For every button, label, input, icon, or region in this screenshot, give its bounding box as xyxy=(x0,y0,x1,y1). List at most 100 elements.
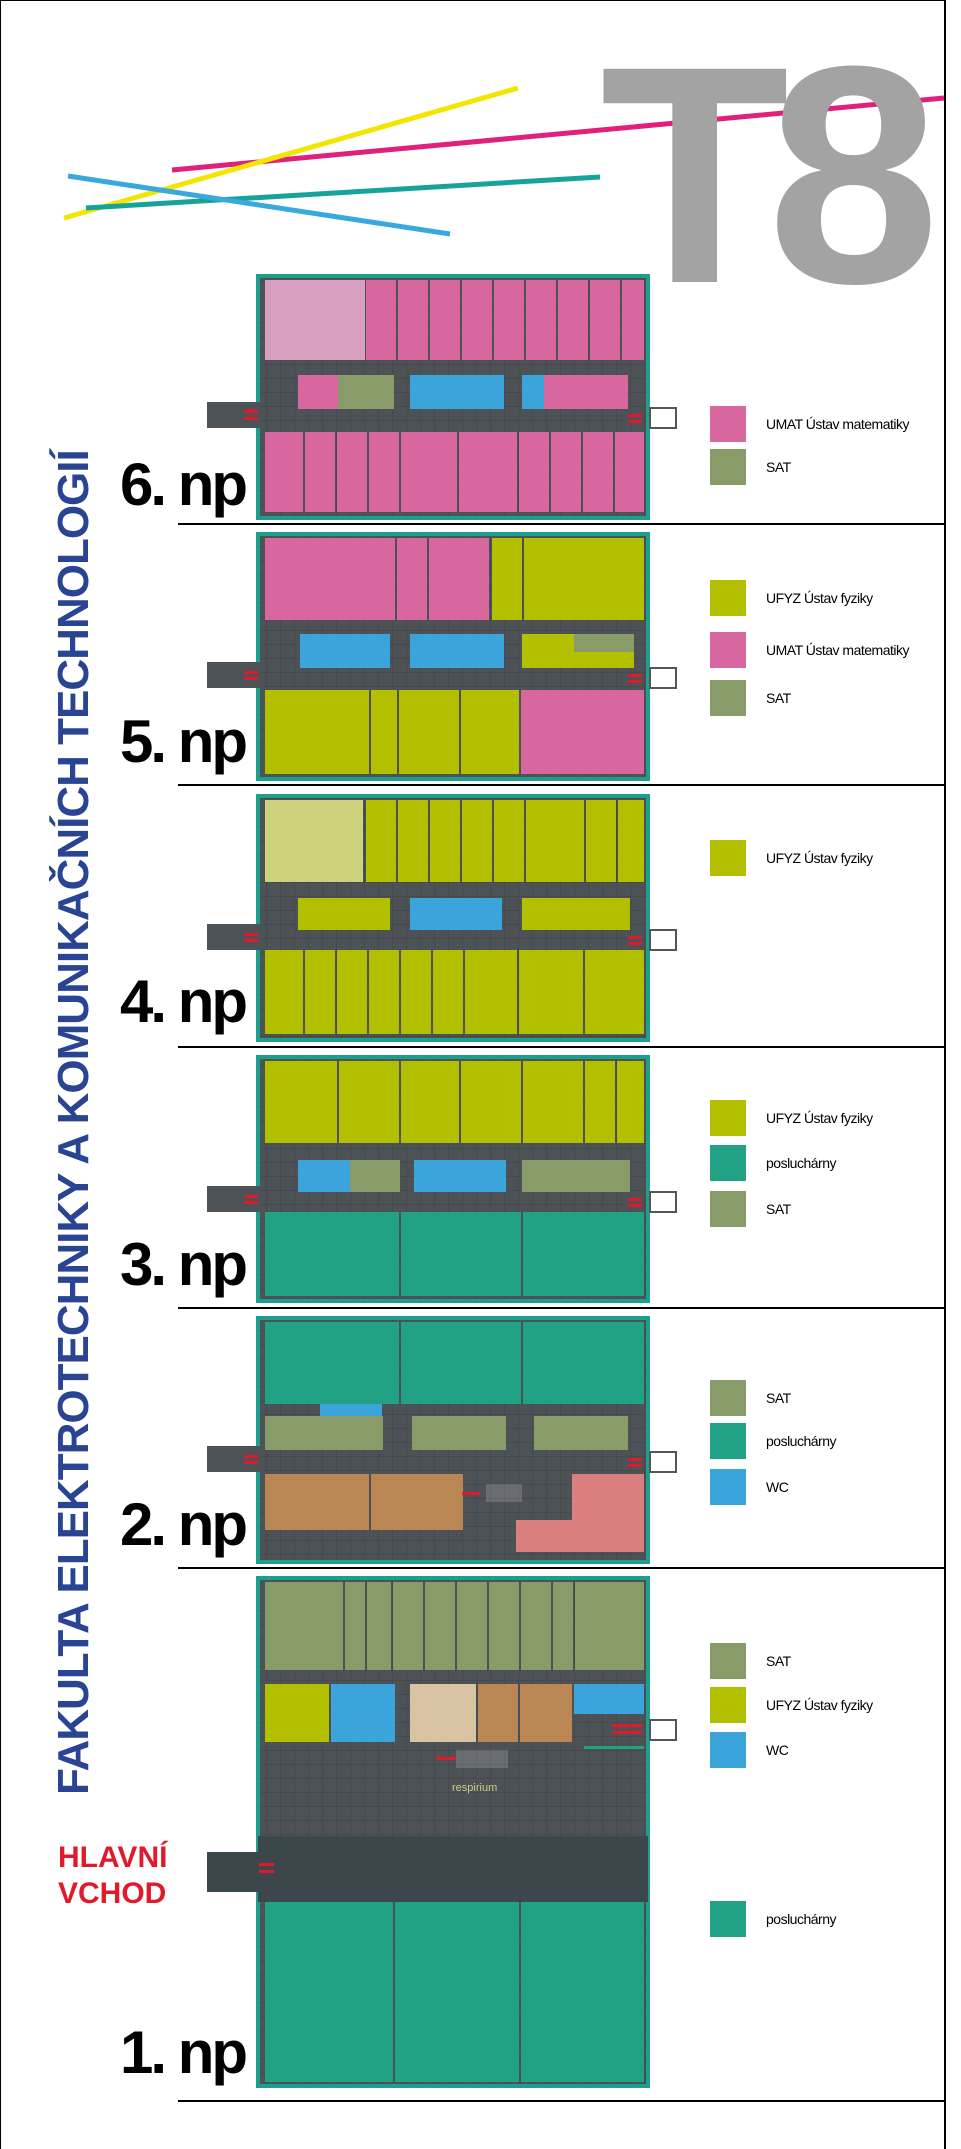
magenta-line xyxy=(171,95,945,173)
room-ufyz xyxy=(522,898,630,930)
room-ufyz-light xyxy=(265,800,363,882)
room-sat xyxy=(412,1416,506,1450)
arrow-icon xyxy=(462,1492,480,1495)
blue-line xyxy=(67,173,451,237)
main-entrance-label: HLAVNÍ VCHOD xyxy=(58,1840,167,1912)
stairs-icon xyxy=(649,929,677,951)
room-beige xyxy=(410,1684,476,1742)
stairs-icon xyxy=(649,407,677,429)
floor-label-2: 2. np xyxy=(120,1491,248,1558)
exit-arrow-icon xyxy=(628,1458,642,1467)
room-umat xyxy=(521,690,644,774)
lecture-halls xyxy=(265,1322,644,1404)
floor-plan-2 xyxy=(207,1316,677,1564)
legend-label: SAT xyxy=(766,459,791,475)
teal-line xyxy=(85,174,601,211)
legend-item: posluchárny xyxy=(710,1899,837,1939)
floor-label-1: 1. np xyxy=(120,2019,248,2086)
stairs xyxy=(486,1484,522,1502)
wc-block xyxy=(414,1160,506,1192)
wc-block xyxy=(522,375,544,409)
legend-swatch xyxy=(710,1732,746,1768)
floor-separator xyxy=(178,1567,945,1569)
room-sat xyxy=(350,1160,400,1192)
legend-swatch xyxy=(710,632,746,668)
legend-item: WC xyxy=(710,1730,789,1770)
exit-arrow-icon xyxy=(628,414,642,423)
right-border xyxy=(944,0,946,2149)
respirium-label: respirium xyxy=(452,1782,498,1794)
floor-label-5: 5. np xyxy=(120,708,248,775)
exit-arrow-icon xyxy=(628,936,642,945)
exit-arrow-icon xyxy=(244,408,258,420)
legend-item: UFYZ Ústav fyziky xyxy=(710,838,873,878)
legend-item: posluchárny xyxy=(710,1421,837,1461)
legend-swatch xyxy=(710,1687,746,1723)
stairs-icon xyxy=(649,667,677,689)
room-umat xyxy=(298,375,338,409)
legend-label: SAT xyxy=(766,1653,791,1669)
legend-item: SAT xyxy=(710,678,791,718)
room-ufyz xyxy=(492,538,522,620)
decorative-lines xyxy=(63,85,945,237)
legend-label: WC xyxy=(766,1742,789,1758)
umat-rooms-top xyxy=(366,280,644,360)
lecture-halls xyxy=(265,1212,644,1296)
exit-arrow-icon xyxy=(628,1198,642,1207)
legend-swatch xyxy=(710,1191,746,1227)
stairs-icon xyxy=(649,1719,677,1741)
legend-label: SAT xyxy=(766,690,791,706)
exit-arrow-icon xyxy=(244,1195,258,1204)
wc-block xyxy=(298,1160,350,1192)
legend-swatch xyxy=(710,840,746,876)
ufyz-rooms-top xyxy=(366,800,644,882)
wc-block xyxy=(331,1684,395,1742)
legend-label: posluchárny xyxy=(766,1155,837,1171)
exit-arrow-icon xyxy=(244,671,258,680)
legend-label: UFYZ Ústav fyziky xyxy=(766,1697,873,1713)
legend-label: UFYZ Ústav fyziky xyxy=(766,1110,873,1126)
main-entrance-line2: VCHOD xyxy=(58,1877,167,1910)
room-sat xyxy=(574,634,634,652)
wc-block xyxy=(410,634,504,668)
legend-swatch xyxy=(710,580,746,616)
legend-item: UMAT Ústav matematiky xyxy=(710,404,910,444)
top-border xyxy=(0,0,946,1)
legend-item: posluchárny xyxy=(710,1143,837,1183)
wc-strip xyxy=(320,1404,382,1416)
floor-label-3: 3. np xyxy=(120,1231,248,1298)
entrance-hall xyxy=(258,1836,648,1902)
room-umat-light xyxy=(265,280,365,360)
floor-separator xyxy=(178,784,945,786)
accent-line xyxy=(584,1746,644,1749)
legend-label: posluchárny xyxy=(766,1433,837,1449)
legend-swatch xyxy=(710,1469,746,1505)
floor-plan-1 xyxy=(244,1576,677,2088)
exit-arrow-icon xyxy=(612,1724,642,1734)
legend-item: SAT xyxy=(710,1641,791,1681)
room-sat xyxy=(265,1416,383,1450)
legend-swatch xyxy=(710,1100,746,1136)
room-ufyz xyxy=(298,898,390,930)
exit-arrow-icon xyxy=(628,674,642,683)
sat-rooms-top xyxy=(265,1582,644,1670)
room-brown xyxy=(265,1474,369,1530)
ufyz-rooms-bottom xyxy=(265,950,644,1034)
legend-label: WC xyxy=(766,1479,789,1495)
legend-swatch xyxy=(710,1643,746,1679)
wc-block xyxy=(574,1684,644,1714)
room-ufyz xyxy=(524,538,644,620)
room-brown xyxy=(520,1684,572,1742)
exit-arrow-icon xyxy=(244,1455,258,1464)
legend-swatch xyxy=(710,1380,746,1416)
legend-label: posluchárny xyxy=(766,1911,837,1927)
legend-item: UFYZ Ústav fyziky xyxy=(710,578,873,618)
yellow-line xyxy=(63,85,519,221)
legend-swatch xyxy=(710,406,746,442)
stairs-icon xyxy=(649,1451,677,1473)
ufyz-rooms-bottom xyxy=(265,690,519,774)
stairs xyxy=(456,1750,508,1768)
legend-label: UFYZ Ústav fyziky xyxy=(766,590,873,606)
